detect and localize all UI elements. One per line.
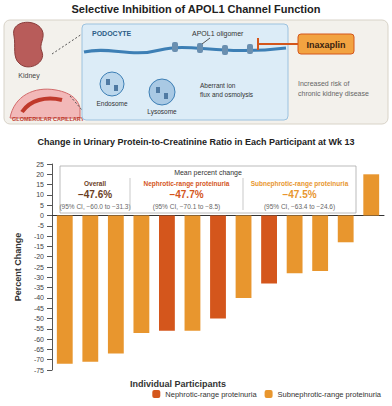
svg-text:Aberrant ion: Aberrant ion — [200, 82, 236, 89]
svg-text:-60: -60 — [34, 336, 44, 343]
svg-text:Nephrotic-range proteinuria: Nephrotic-range proteinuria — [165, 390, 257, 399]
svg-text:Selective Inhibition of APOL1: Selective Inhibition of APOL1 Channel Fu… — [72, 3, 321, 15]
svg-text:-5: -5 — [38, 222, 44, 229]
svg-text:Nephrotic-range proteinuria: Nephrotic-range proteinuria — [144, 180, 230, 188]
svg-text:-10: -10 — [34, 233, 44, 240]
svg-text:(95% CI, −70.1 to −8.5): (95% CI, −70.1 to −8.5) — [153, 203, 221, 211]
svg-text:Subnephrotic-range proteinuria: Subnephrotic-range proteinuria — [278, 390, 382, 399]
svg-text:Subnephrotic-range proteinuria: Subnephrotic-range proteinuria — [251, 180, 349, 188]
svg-text:(95% CI, −60.0 to −31.3): (95% CI, −60.0 to −31.3) — [59, 203, 130, 211]
svg-text:Kidney: Kidney — [18, 72, 40, 80]
svg-text:Mean percent change: Mean percent change — [174, 169, 242, 177]
svg-text:-75: -75 — [34, 367, 44, 374]
svg-text:-35: -35 — [34, 284, 44, 291]
svg-text:−47.5%: −47.5% — [282, 189, 316, 200]
svg-text:Change in Urinary Protein-to-C: Change in Urinary Protein-to-Creatinine … — [37, 137, 354, 147]
svg-text:-15: -15 — [34, 243, 44, 250]
svg-text:−47.7%: −47.7% — [169, 189, 203, 200]
svg-text:-25: -25 — [34, 264, 44, 271]
svg-text:Percent Change: Percent Change — [13, 233, 23, 302]
svg-text:flux and osmolysis: flux and osmolysis — [200, 91, 254, 99]
svg-text:(95% CI, −63.4 to −24.6): (95% CI, −63.4 to −24.6) — [264, 203, 335, 211]
svg-text:−47.6%: −47.6% — [78, 189, 112, 200]
svg-text:10: 10 — [36, 191, 44, 198]
svg-text:Inaxaplin: Inaxaplin — [306, 40, 345, 50]
svg-text:Overall: Overall — [84, 180, 106, 187]
svg-text:0: 0 — [40, 212, 44, 219]
svg-text:Endosome: Endosome — [96, 100, 127, 107]
svg-text:-30: -30 — [34, 274, 44, 281]
svg-text:APOL1 oligomer: APOL1 oligomer — [192, 30, 244, 38]
svg-text:-70: -70 — [34, 356, 44, 363]
svg-text:-40: -40 — [34, 294, 44, 301]
svg-text:-45: -45 — [34, 305, 44, 312]
svg-text:-50: -50 — [34, 315, 44, 322]
svg-text:Increased risk of: Increased risk of — [298, 80, 349, 87]
svg-text:PODOCYTE: PODOCYTE — [92, 30, 132, 37]
svg-text:-65: -65 — [34, 346, 44, 353]
svg-text:GLOMERULAR CAPILLARY: GLOMERULAR CAPILLARY — [12, 116, 85, 122]
svg-text:Lysosome: Lysosome — [147, 108, 177, 116]
svg-text:20: 20 — [36, 171, 44, 178]
svg-text:-55: -55 — [34, 325, 44, 332]
svg-text:25: 25 — [36, 161, 44, 168]
svg-text:5: 5 — [40, 202, 44, 209]
svg-text:Individual Participants: Individual Participants — [130, 379, 226, 389]
svg-text:chronic kidney disease: chronic kidney disease — [298, 90, 369, 98]
svg-text:15: 15 — [36, 181, 44, 188]
svg-text:-20: -20 — [34, 253, 44, 260]
